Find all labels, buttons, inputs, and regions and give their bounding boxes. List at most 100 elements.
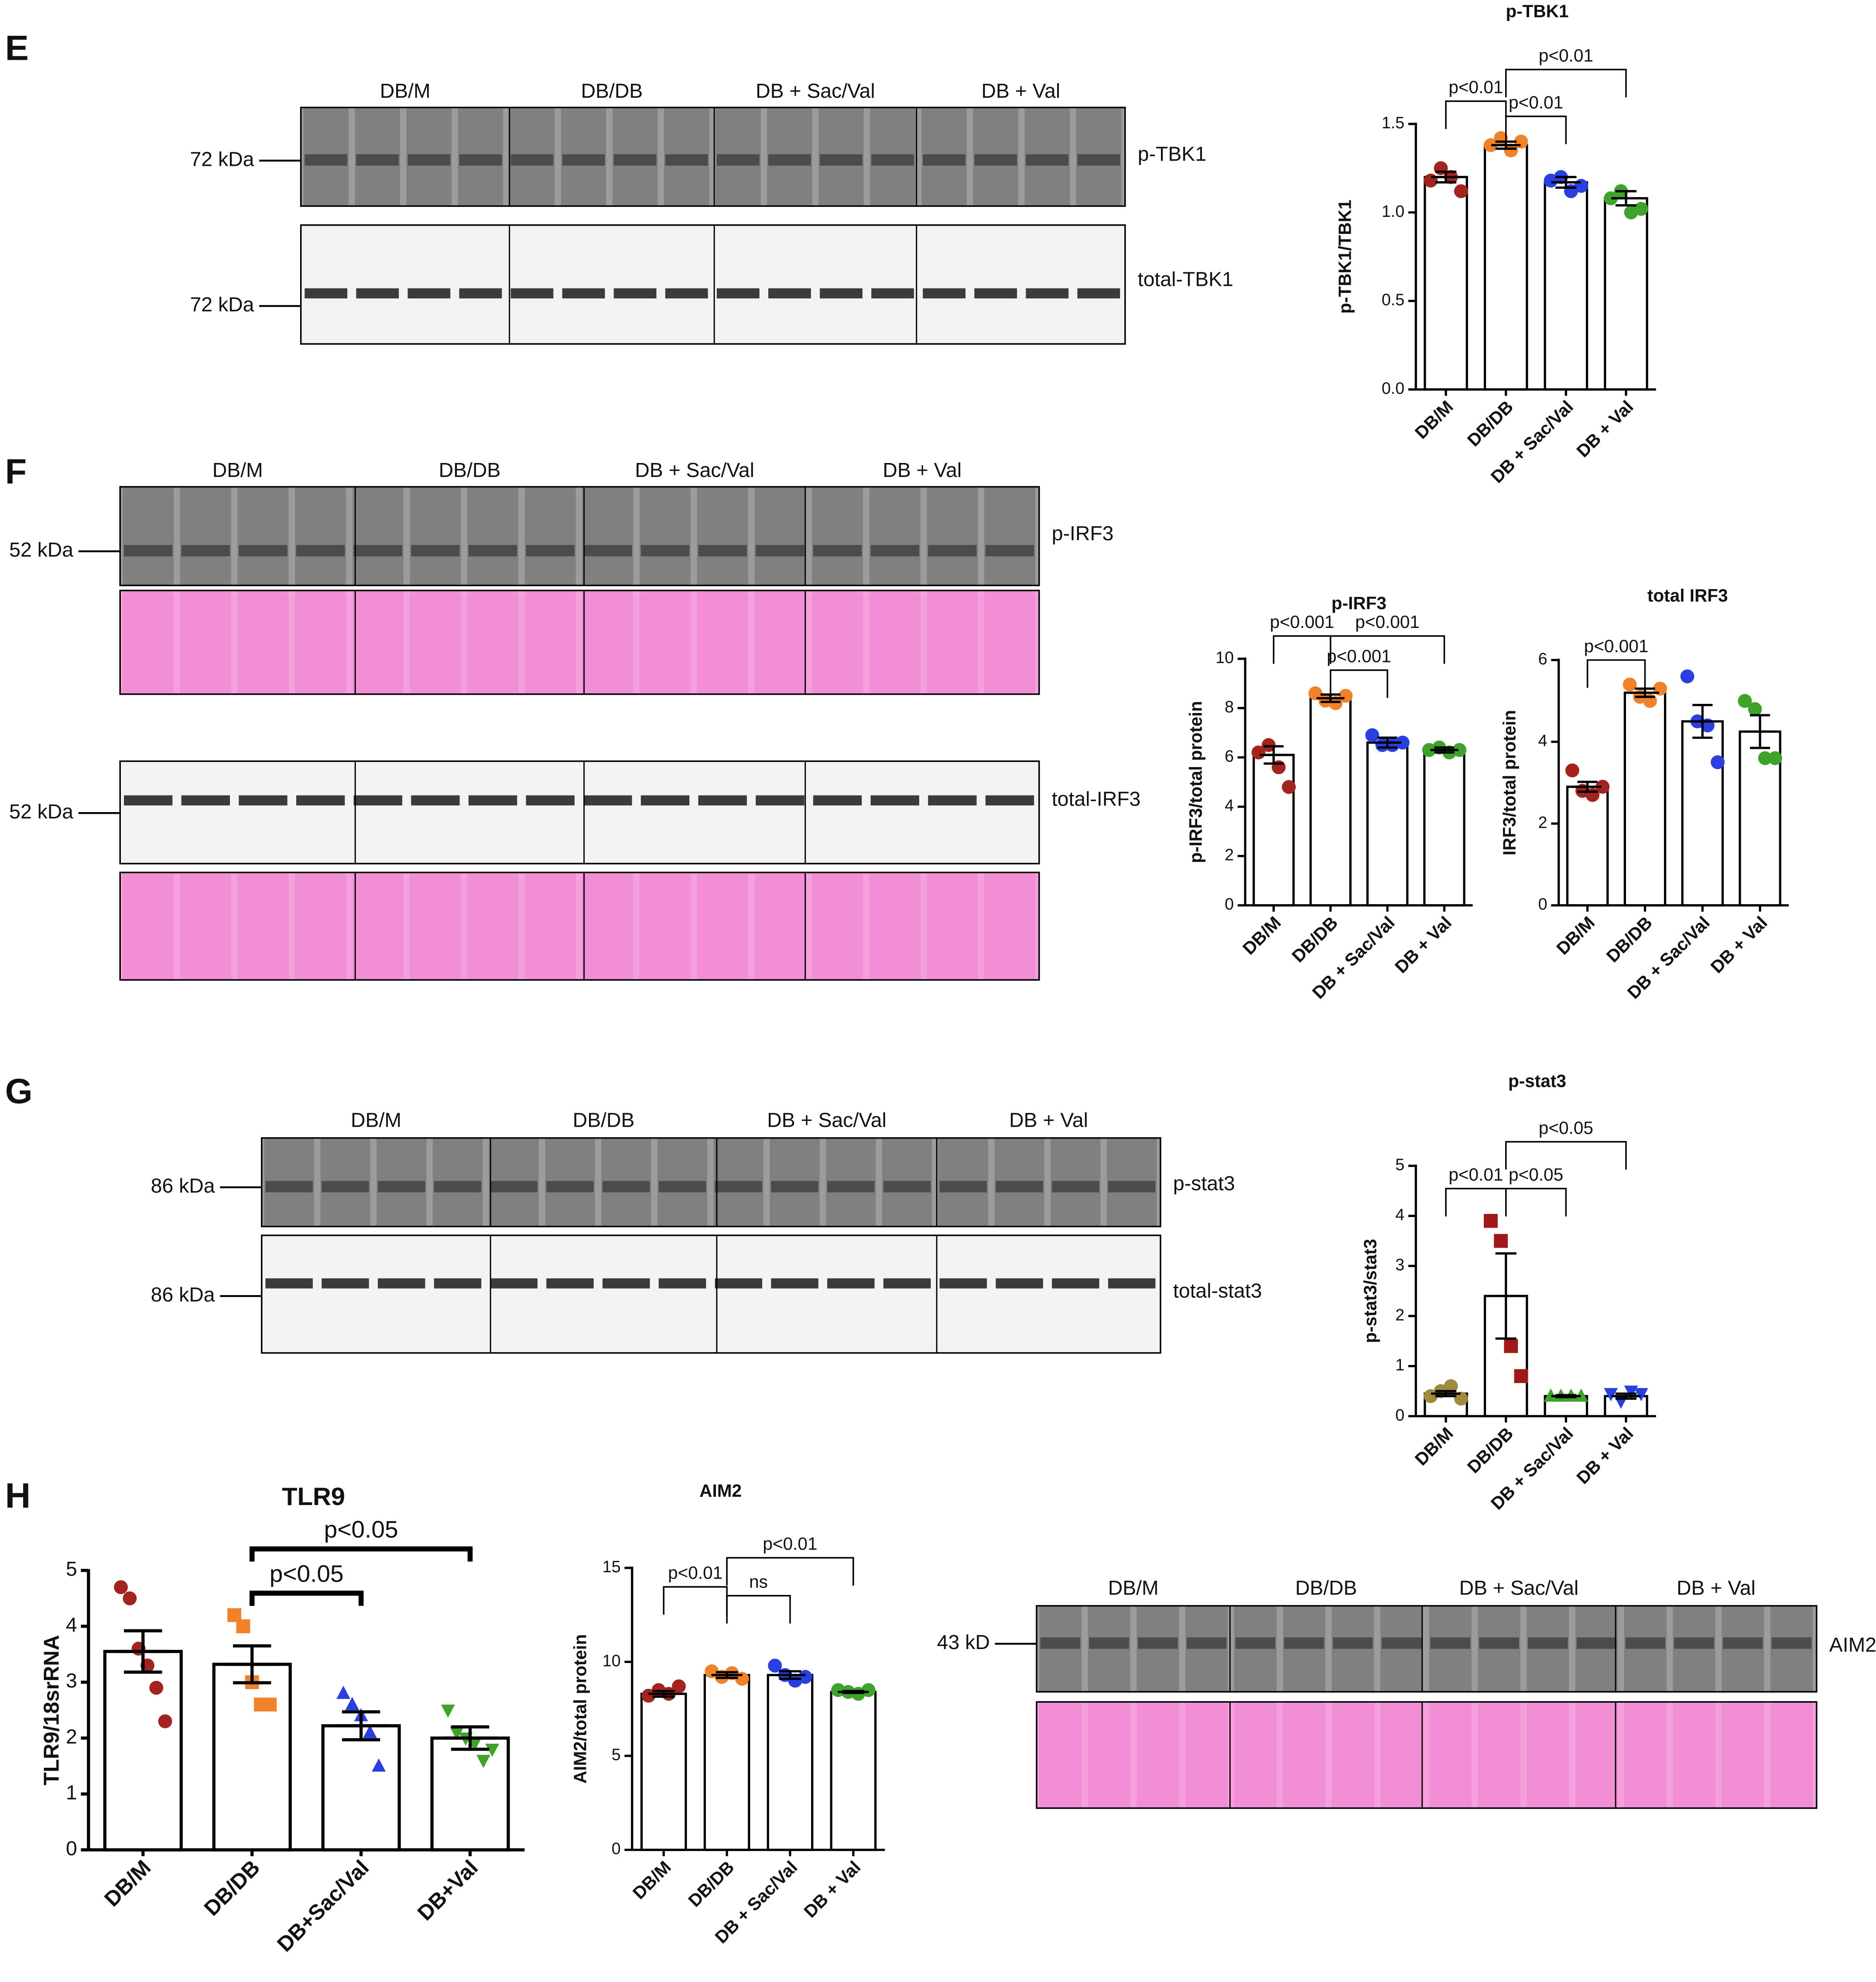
y-tick-label: 4: [1538, 731, 1547, 750]
size-marker: 52 kDa: [9, 800, 73, 823]
band: [322, 1181, 369, 1193]
comparison-label: p<0.05: [1539, 1118, 1593, 1138]
y-tick-label: 0: [1225, 895, 1234, 913]
band: [123, 545, 173, 556]
lane: [524, 872, 576, 980]
lane: [180, 872, 231, 980]
y-tick-label: 15: [603, 1557, 621, 1576]
band: [923, 288, 966, 298]
membrane: [301, 225, 1125, 344]
y-tick-label: 2: [66, 1725, 77, 1748]
bar: [1544, 181, 1588, 391]
comparison-bracket: [1445, 100, 1507, 129]
bar: [1366, 741, 1409, 907]
chart-title: p-TBK1: [1506, 1, 1568, 21]
lane: [295, 487, 346, 586]
band: [883, 1278, 931, 1289]
band: [1108, 1181, 1156, 1193]
band: [583, 545, 632, 556]
data-point: [1365, 728, 1380, 742]
band: [1625, 1637, 1666, 1649]
data-point: [158, 1714, 172, 1728]
lane: [467, 872, 519, 980]
band: [546, 1181, 594, 1193]
y-tick-label: 3: [1395, 1255, 1404, 1274]
band: [813, 795, 862, 806]
panel-label: G: [5, 1072, 33, 1111]
comparison-bracket: [1586, 659, 1646, 688]
comparison-label: p<0.01: [1448, 1164, 1503, 1184]
lane: [984, 872, 1036, 980]
lane: [237, 487, 289, 586]
lane: [295, 872, 346, 980]
y-tick-label: 5: [612, 1745, 621, 1764]
band: [526, 795, 575, 806]
lane: [237, 872, 289, 980]
data-point: [1454, 1392, 1468, 1406]
lane: [180, 487, 231, 586]
lane: [927, 872, 978, 980]
data-point: [1748, 702, 1762, 716]
lane: [1332, 1702, 1374, 1808]
band: [434, 1278, 482, 1289]
data-point: [336, 1686, 350, 1699]
y-tick-label: 2: [1225, 846, 1234, 864]
band: [239, 545, 288, 556]
comparison-label: p<0.05: [270, 1560, 344, 1587]
lane: [410, 487, 461, 586]
lane: [352, 487, 404, 586]
data-point: [1308, 686, 1322, 700]
membrane-border: [119, 871, 1040, 981]
band: [468, 545, 517, 556]
band: [1333, 1637, 1373, 1649]
data-point: [1452, 743, 1467, 757]
data-point: [263, 1697, 277, 1712]
blot-group-label: DB + Sac/Val: [635, 459, 754, 481]
band: [1284, 1637, 1324, 1649]
blot-group-label: DB/DB: [1295, 1577, 1357, 1599]
blot-group-label: DB/DB: [439, 459, 501, 481]
comparison-bracket: [1329, 635, 1445, 664]
comparison-bracket: [726, 1595, 791, 1624]
lane: [352, 590, 404, 694]
comparison-label: p<0.01: [763, 1534, 817, 1554]
band: [353, 545, 402, 556]
band: [665, 288, 708, 298]
y-tick-label: 6: [1538, 650, 1547, 668]
comparison-bracket: [726, 1557, 854, 1586]
band: [820, 154, 863, 166]
lane: [869, 487, 921, 586]
lane: [927, 590, 978, 694]
band: [1576, 1637, 1617, 1649]
y-tick-label: 0: [1395, 1406, 1404, 1424]
y-tick-label: 0: [612, 1839, 621, 1858]
lane: [1039, 1702, 1082, 1808]
y-axis-label: p-IRF3/total protein: [1186, 701, 1206, 863]
y-tick-label: 8: [1225, 698, 1234, 716]
lane: [811, 872, 863, 980]
comparison-label: p<0.05: [1509, 1164, 1563, 1184]
protein-label: p-stat3: [1173, 1172, 1235, 1194]
bar: [1423, 749, 1465, 907]
data-point: [1514, 1369, 1528, 1383]
data-point: [641, 1689, 656, 1703]
band: [1089, 1637, 1129, 1649]
band: [870, 545, 919, 556]
membrane: [120, 761, 1039, 864]
lane: [1380, 1702, 1423, 1808]
data-point: [1494, 1234, 1508, 1248]
band: [562, 154, 605, 166]
lane: [582, 590, 633, 694]
band: [562, 288, 605, 298]
band: [407, 154, 451, 166]
lane: [869, 872, 921, 980]
data-point: [476, 1755, 490, 1768]
band: [411, 795, 460, 806]
data-point: [1604, 1388, 1618, 1402]
band: [1077, 154, 1120, 166]
band: [768, 154, 811, 166]
band: [1052, 1278, 1099, 1289]
band: [378, 1278, 425, 1289]
band: [468, 795, 517, 806]
lane: [410, 872, 461, 980]
